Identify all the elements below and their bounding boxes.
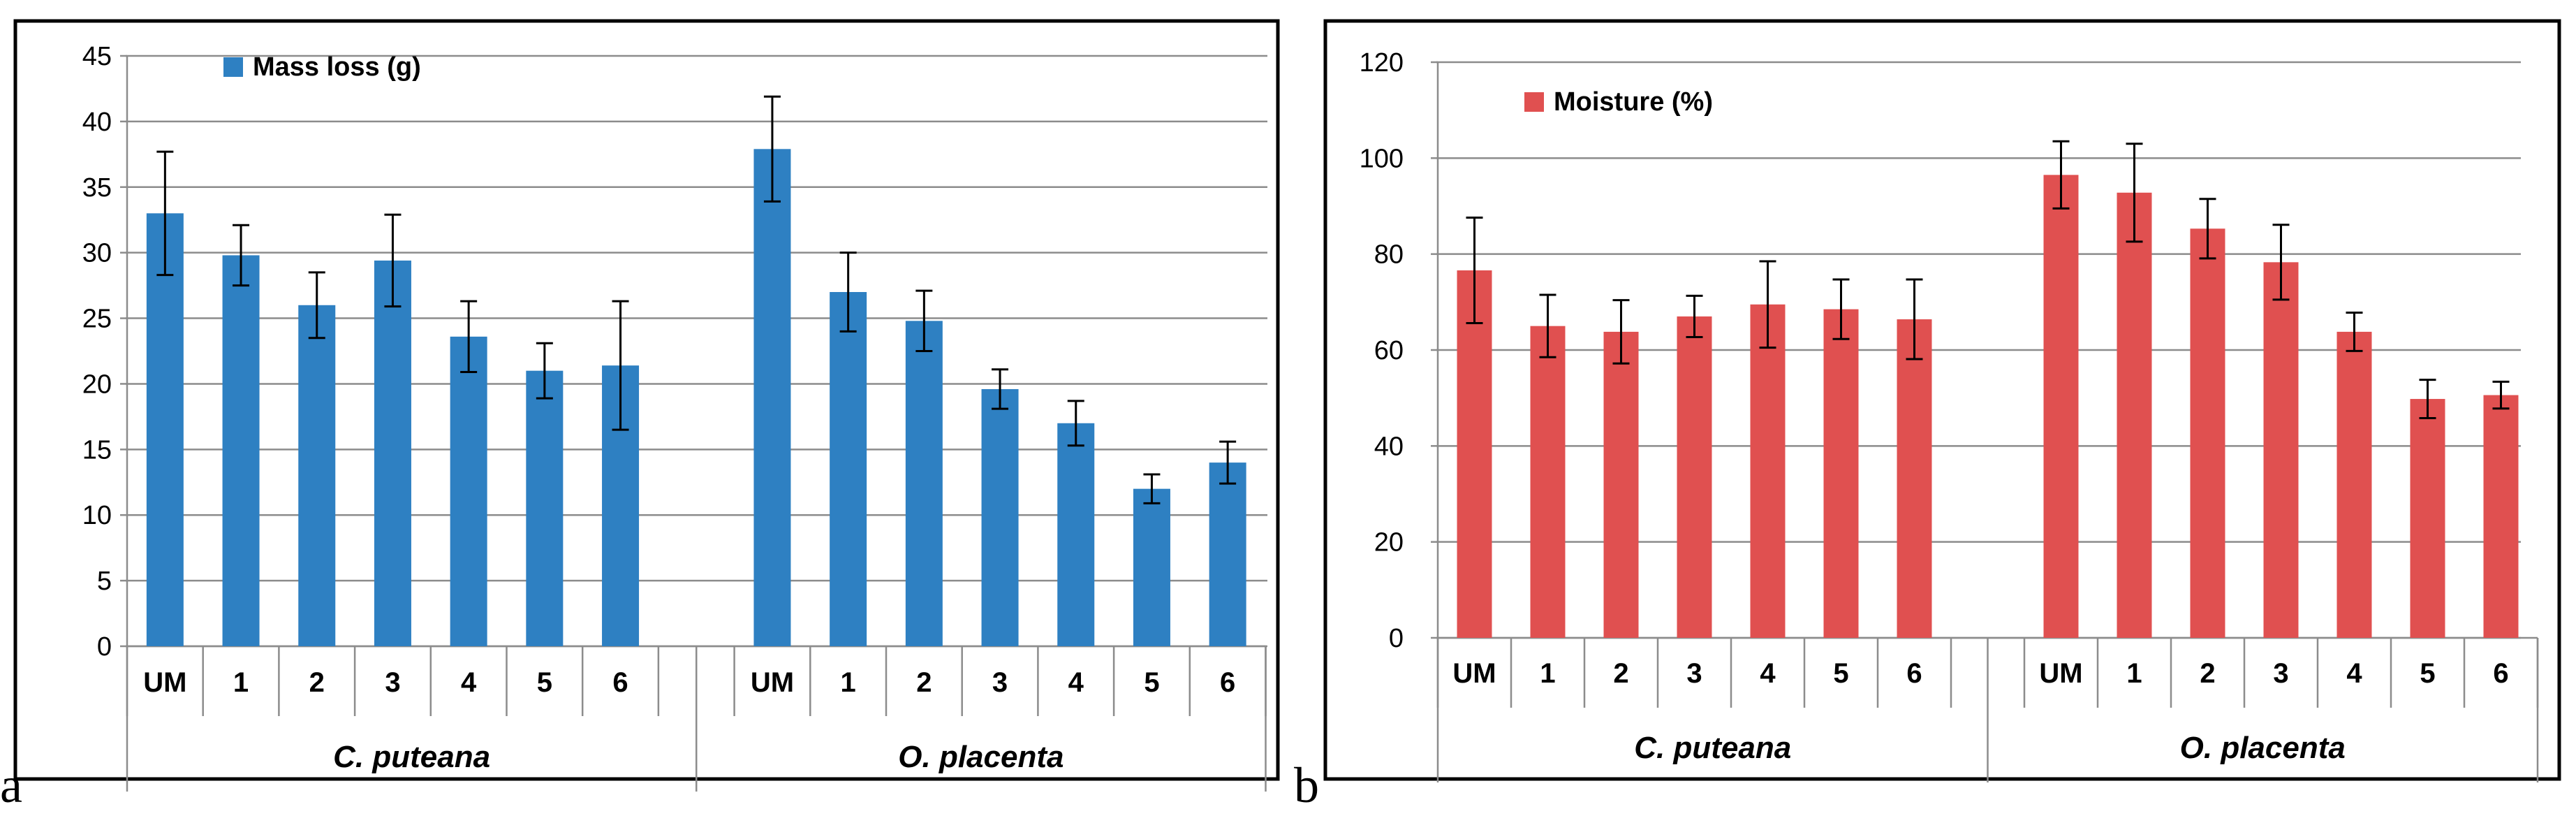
bar-oplacenta-6 (1209, 462, 1246, 646)
legend-swatch (223, 57, 243, 77)
bar-oplacenta-um (753, 149, 791, 647)
category-label: 3 (992, 667, 1008, 698)
bar-cputeana-um (146, 213, 184, 646)
group-label: O. placenta (2180, 731, 2346, 765)
bar-cputeana-4 (450, 336, 487, 646)
bar-oplacenta-5 (1133, 488, 1170, 646)
category-label: 2 (309, 667, 325, 698)
group-label: C. puteana (333, 740, 490, 774)
category-label: 3 (1686, 658, 1702, 689)
category-label: 2 (1613, 658, 1628, 689)
y-tick-label: 5 (97, 567, 112, 596)
category-label: UM (1452, 658, 1496, 689)
category-label: 5 (1833, 658, 1848, 689)
bar-oplacenta-6 (2483, 395, 2519, 638)
category-label: 5 (2420, 658, 2435, 689)
bar-cputeana-3 (1677, 316, 1712, 638)
bar-cputeana-1 (222, 255, 260, 646)
category-label: 6 (1220, 667, 1235, 698)
chart-moisture: 0 20 40 60 80 100 120 UM 1 2 3 4 5 6 UM 1 2 3 4 5 6 C. putean… (1323, 19, 2561, 782)
bar-cputeana-4 (1750, 304, 1786, 638)
legend-swatch (1524, 92, 1544, 112)
y-tick-label: 25 (82, 305, 112, 334)
y-tick-label: 0 (1389, 624, 1404, 653)
chart-frame (1323, 19, 2561, 781)
bar-cputeana-1 (1530, 326, 1566, 638)
legend-label: Mass loss (g) (253, 52, 421, 82)
y-tick-label: 20 (1374, 528, 1404, 558)
y-tick-label: 15 (82, 435, 112, 465)
category-label: 2 (2200, 658, 2215, 689)
category-label: 4 (461, 667, 477, 698)
y-tick-label: 35 (82, 173, 112, 203)
panel-letter: a (0, 757, 22, 813)
y-tick-label: 30 (82, 239, 112, 268)
category-label: 3 (2273, 658, 2288, 689)
group-label: C. puteana (1634, 731, 1791, 765)
chart-frame (13, 19, 1280, 781)
bar-oplacenta-1 (2117, 192, 2152, 639)
category-label: UM (751, 667, 794, 698)
legend-label: Moisture (%) (1554, 87, 1713, 117)
bar-cputeana-2 (298, 305, 336, 646)
y-tick-label: 40 (82, 108, 112, 137)
bar-oplacenta-um (2043, 175, 2079, 638)
y-tick-label: 0 (97, 632, 112, 662)
bar-oplacenta-4 (1057, 423, 1095, 646)
category-label: 4 (2346, 658, 2362, 689)
bar-cputeana-5 (526, 370, 564, 646)
bar-oplacenta-3 (2263, 262, 2299, 639)
bar-cputeana-um (1457, 270, 1492, 639)
panel-letter: b (1294, 757, 1319, 813)
group-label: O. placenta (898, 740, 1063, 774)
category-label: 2 (916, 667, 932, 698)
y-tick-label: 40 (1374, 432, 1404, 461)
category-label: 3 (385, 667, 400, 698)
category-label: 4 (1760, 658, 1776, 689)
y-tick-label: 20 (82, 370, 112, 399)
category-label: 1 (2126, 658, 2142, 689)
y-tick-label: 120 (1360, 48, 1404, 78)
bar-oplacenta-1 (830, 292, 867, 646)
category-label: UM (143, 667, 186, 698)
category-label: 4 (1068, 667, 1084, 698)
bar-oplacenta-3 (981, 388, 1019, 646)
y-tick-label: 80 (1374, 240, 1404, 270)
bar-oplacenta-5 (2410, 399, 2445, 638)
bar-oplacenta-2 (905, 321, 943, 646)
category-label: UM (2039, 658, 2082, 689)
bar-cputeana-2 (1603, 331, 1639, 638)
category-label: 1 (233, 667, 249, 698)
bar-cputeana-5 (1823, 309, 1859, 638)
y-tick-label: 60 (1374, 336, 1404, 365)
y-tick-label: 10 (82, 501, 112, 530)
category-label: 5 (1144, 667, 1159, 698)
bar-oplacenta-2 (2190, 228, 2225, 639)
category-label: 6 (612, 667, 628, 698)
bar-oplacenta-4 (2336, 331, 2372, 638)
category-label: 5 (537, 667, 552, 698)
y-tick-label: 45 (82, 42, 112, 71)
bar-cputeana-3 (374, 260, 411, 646)
bar-cputeana-6 (1897, 319, 1932, 638)
y-tick-label: 100 (1360, 144, 1404, 173)
category-label: 1 (841, 667, 856, 698)
category-label: 6 (1906, 658, 1922, 689)
category-label: 6 (2493, 658, 2508, 689)
category-label: 1 (1540, 658, 1555, 689)
